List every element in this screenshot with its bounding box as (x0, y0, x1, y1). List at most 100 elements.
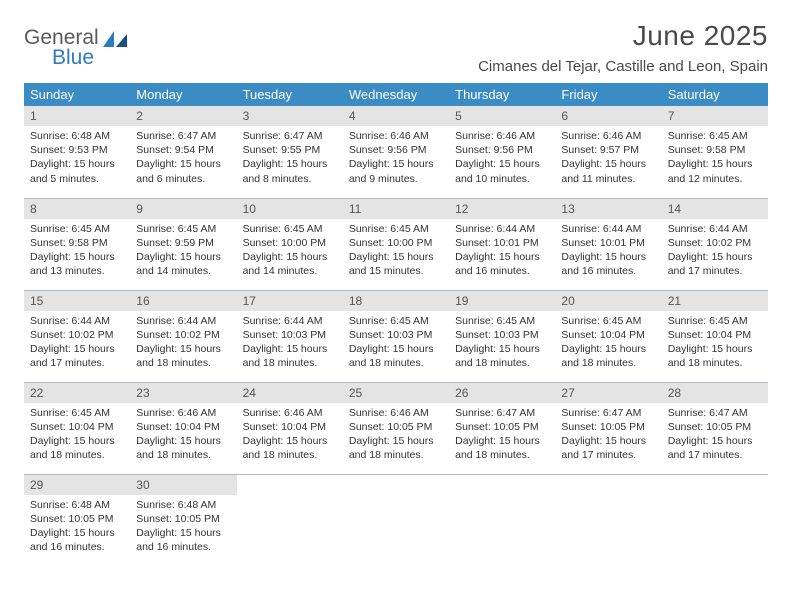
calendar-day-cell: 18Sunrise: 6:45 AMSunset: 10:03 PMDaylig… (343, 290, 449, 382)
logo-text-blue: Blue (52, 46, 127, 70)
weekday-header: Thursday (449, 83, 555, 106)
title-block: June 2025 Cimanes del Tejar, Castille an… (478, 20, 768, 75)
day-number: 6 (555, 106, 661, 126)
day-details: Sunrise: 6:46 AMSunset: 10:04 PMDaylight… (237, 403, 343, 467)
day-number: 12 (449, 199, 555, 219)
day-number: 24 (237, 383, 343, 403)
calendar-day-cell: 24Sunrise: 6:46 AMSunset: 10:04 PMDaylig… (237, 382, 343, 474)
day-details: Sunrise: 6:48 AMSunset: 10:05 PMDaylight… (130, 495, 236, 559)
day-number: 29 (24, 475, 130, 495)
day-details: Sunrise: 6:47 AMSunset: 10:05 PMDaylight… (449, 403, 555, 467)
day-details: Sunrise: 6:45 AMSunset: 9:58 PMDaylight:… (24, 219, 130, 283)
weekday-header: Monday (130, 83, 236, 106)
day-details: Sunrise: 6:45 AMSunset: 10:04 PMDaylight… (24, 403, 130, 467)
day-details: Sunrise: 6:44 AMSunset: 10:02 PMDaylight… (130, 311, 236, 375)
day-number: 19 (449, 291, 555, 311)
calendar-day-cell: 6Sunrise: 6:46 AMSunset: 9:57 PMDaylight… (555, 106, 661, 198)
day-details: Sunrise: 6:47 AMSunset: 9:54 PMDaylight:… (130, 126, 236, 190)
weekday-header: Friday (555, 83, 661, 106)
day-number: 13 (555, 199, 661, 219)
calendar-day-cell: 17Sunrise: 6:44 AMSunset: 10:03 PMDaylig… (237, 290, 343, 382)
day-details: Sunrise: 6:47 AMSunset: 10:05 PMDaylight… (662, 403, 768, 467)
day-details: Sunrise: 6:44 AMSunset: 10:03 PMDaylight… (237, 311, 343, 375)
day-details: Sunrise: 6:44 AMSunset: 10:02 PMDaylight… (662, 219, 768, 283)
calendar-table: Sunday Monday Tuesday Wednesday Thursday… (24, 83, 768, 566)
day-details: Sunrise: 6:44 AMSunset: 10:02 PMDaylight… (24, 311, 130, 375)
day-details: Sunrise: 6:45 AMSunset: 10:04 PMDaylight… (555, 311, 661, 375)
calendar-week-row: 8Sunrise: 6:45 AMSunset: 9:58 PMDaylight… (24, 198, 768, 290)
day-details: Sunrise: 6:45 AMSunset: 10:03 PMDaylight… (449, 311, 555, 375)
calendar-day-cell: 28Sunrise: 6:47 AMSunset: 10:05 PMDaylig… (662, 382, 768, 474)
day-details: Sunrise: 6:46 AMSunset: 10:04 PMDaylight… (130, 403, 236, 467)
day-number: 16 (130, 291, 236, 311)
calendar-day-cell: 1Sunrise: 6:48 AMSunset: 9:53 PMDaylight… (24, 106, 130, 198)
calendar-day-cell: 11Sunrise: 6:45 AMSunset: 10:00 PMDaylig… (343, 198, 449, 290)
calendar-day-cell: 8Sunrise: 6:45 AMSunset: 9:58 PMDaylight… (24, 198, 130, 290)
day-details: Sunrise: 6:48 AMSunset: 10:05 PMDaylight… (24, 495, 130, 559)
day-details: Sunrise: 6:45 AMSunset: 10:03 PMDaylight… (343, 311, 449, 375)
calendar-day-cell: 12Sunrise: 6:44 AMSunset: 10:01 PMDaylig… (449, 198, 555, 290)
calendar-day-cell: 22Sunrise: 6:45 AMSunset: 10:04 PMDaylig… (24, 382, 130, 474)
weekday-header: Wednesday (343, 83, 449, 106)
day-number: 1 (24, 106, 130, 126)
day-number: 10 (237, 199, 343, 219)
day-details: Sunrise: 6:45 AMSunset: 10:00 PMDaylight… (343, 219, 449, 283)
calendar-day-cell (237, 474, 343, 566)
day-number: 8 (24, 199, 130, 219)
calendar-day-cell: 7Sunrise: 6:45 AMSunset: 9:58 PMDaylight… (662, 106, 768, 198)
day-number: 7 (662, 106, 768, 126)
day-details: Sunrise: 6:46 AMSunset: 9:56 PMDaylight:… (449, 126, 555, 190)
weekday-header-row: Sunday Monday Tuesday Wednesday Thursday… (24, 83, 768, 106)
calendar-day-cell: 27Sunrise: 6:47 AMSunset: 10:05 PMDaylig… (555, 382, 661, 474)
calendar-day-cell (662, 474, 768, 566)
day-details: Sunrise: 6:45 AMSunset: 9:59 PMDaylight:… (130, 219, 236, 283)
day-number: 20 (555, 291, 661, 311)
day-number: 11 (343, 199, 449, 219)
day-details: Sunrise: 6:44 AMSunset: 10:01 PMDaylight… (555, 219, 661, 283)
calendar-day-cell: 13Sunrise: 6:44 AMSunset: 10:01 PMDaylig… (555, 198, 661, 290)
calendar-day-cell: 9Sunrise: 6:45 AMSunset: 9:59 PMDaylight… (130, 198, 236, 290)
day-number: 27 (555, 383, 661, 403)
day-details: Sunrise: 6:47 AMSunset: 9:55 PMDaylight:… (237, 126, 343, 190)
calendar-week-row: 29Sunrise: 6:48 AMSunset: 10:05 PMDaylig… (24, 474, 768, 566)
calendar-day-cell: 10Sunrise: 6:45 AMSunset: 10:00 PMDaylig… (237, 198, 343, 290)
calendar-day-cell: 19Sunrise: 6:45 AMSunset: 10:03 PMDaylig… (449, 290, 555, 382)
day-number: 14 (662, 199, 768, 219)
calendar-day-cell: 21Sunrise: 6:45 AMSunset: 10:04 PMDaylig… (662, 290, 768, 382)
calendar-day-cell: 5Sunrise: 6:46 AMSunset: 9:56 PMDaylight… (449, 106, 555, 198)
day-number: 21 (662, 291, 768, 311)
weekday-header: Saturday (662, 83, 768, 106)
calendar-week-row: 15Sunrise: 6:44 AMSunset: 10:02 PMDaylig… (24, 290, 768, 382)
calendar-day-cell: 15Sunrise: 6:44 AMSunset: 10:02 PMDaylig… (24, 290, 130, 382)
day-number: 22 (24, 383, 130, 403)
calendar-day-cell (449, 474, 555, 566)
day-number: 3 (237, 106, 343, 126)
day-number: 25 (343, 383, 449, 403)
calendar-day-cell: 30Sunrise: 6:48 AMSunset: 10:05 PMDaylig… (130, 474, 236, 566)
day-details: Sunrise: 6:46 AMSunset: 9:56 PMDaylight:… (343, 126, 449, 190)
location-text: Cimanes del Tejar, Castille and Leon, Sp… (478, 58, 768, 75)
day-details: Sunrise: 6:45 AMSunset: 10:00 PMDaylight… (237, 219, 343, 283)
header: GeneralBlue June 2025 Cimanes del Tejar,… (24, 20, 768, 75)
calendar-day-cell: 23Sunrise: 6:46 AMSunset: 10:04 PMDaylig… (130, 382, 236, 474)
day-number: 9 (130, 199, 236, 219)
calendar-day-cell (555, 474, 661, 566)
day-number: 2 (130, 106, 236, 126)
calendar-day-cell: 29Sunrise: 6:48 AMSunset: 10:05 PMDaylig… (24, 474, 130, 566)
calendar-week-row: 1Sunrise: 6:48 AMSunset: 9:53 PMDaylight… (24, 106, 768, 198)
day-details: Sunrise: 6:48 AMSunset: 9:53 PMDaylight:… (24, 126, 130, 190)
calendar-day-cell: 20Sunrise: 6:45 AMSunset: 10:04 PMDaylig… (555, 290, 661, 382)
day-details: Sunrise: 6:45 AMSunset: 10:04 PMDaylight… (662, 311, 768, 375)
calendar-day-cell: 25Sunrise: 6:46 AMSunset: 10:05 PMDaylig… (343, 382, 449, 474)
day-number: 23 (130, 383, 236, 403)
logo: GeneralBlue (24, 26, 127, 70)
day-number: 28 (662, 383, 768, 403)
day-number: 17 (237, 291, 343, 311)
calendar-day-cell: 14Sunrise: 6:44 AMSunset: 10:02 PMDaylig… (662, 198, 768, 290)
calendar-day-cell (343, 474, 449, 566)
day-number: 18 (343, 291, 449, 311)
day-details: Sunrise: 6:45 AMSunset: 9:58 PMDaylight:… (662, 126, 768, 190)
day-number: 26 (449, 383, 555, 403)
month-title: June 2025 (478, 20, 768, 52)
calendar-day-cell: 2Sunrise: 6:47 AMSunset: 9:54 PMDaylight… (130, 106, 236, 198)
